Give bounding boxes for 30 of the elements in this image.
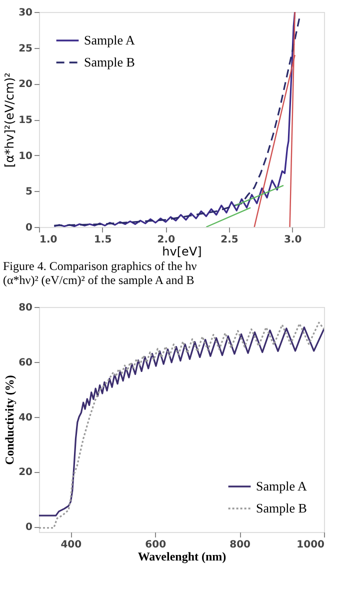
caption: Figure 4. Comparison graphics of the hν (α*hν)² (eV/cm)² of the sample A and B: [3, 259, 198, 287]
y-tick-label: 15: [18, 115, 33, 126]
y-tick-label: 40: [18, 412, 33, 424]
x-axis-title: hv[eV]: [162, 244, 202, 258]
x-axis-title: Wavelenght (nm): [138, 550, 226, 564]
x-tick-label: 1.0: [40, 234, 58, 246]
legend-label: Sample B: [84, 54, 136, 70]
y-tick-label: 60: [18, 357, 33, 368]
y-tick-label: 0: [26, 522, 33, 534]
x-tick-label: 2.5: [220, 234, 238, 246]
x-tick-label: 1000: [296, 540, 325, 550]
x-tick-label: 3.0: [284, 234, 302, 246]
y-tick-label: 30: [18, 8, 33, 18]
x-tick-label: 400: [60, 540, 82, 550]
y-axis-title: [α*hv]²(eV/cm)²: [2, 72, 17, 168]
y-tick-label: 25: [18, 43, 33, 54]
legend-label: Sample B: [256, 500, 308, 516]
x-tick-label: 2.0: [157, 234, 176, 246]
x-tick-label: 1.5: [94, 234, 112, 246]
y-axis-title: Conductivity (%): [2, 375, 17, 465]
y-tick-label: 10: [18, 150, 33, 162]
x-tick-label: 600: [145, 540, 166, 550]
legend-label: Sample A: [84, 32, 136, 48]
y-tick-label: 80: [18, 302, 33, 314]
x-tick-label: 800: [230, 540, 251, 550]
y-tick-label: 20: [18, 79, 33, 90]
y-tick-label: 0: [26, 222, 33, 234]
y-tick-label: 5: [26, 186, 33, 198]
y-tick-label: 20: [18, 467, 33, 478]
legend-label: Sample A: [256, 478, 308, 494]
